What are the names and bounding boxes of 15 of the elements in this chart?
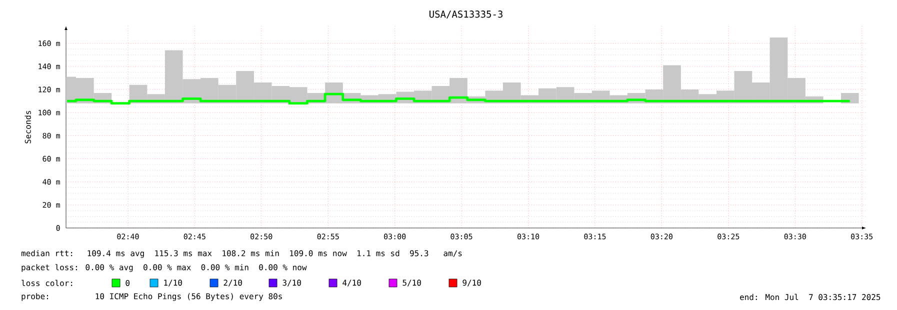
text: 5/10: [402, 280, 421, 286]
text: 9/10: [462, 280, 481, 286]
text: median rtt: 109.4 ms avg 115.3 ms max 108.2 ms min 109.0 ms now 1.1 ms sd 95.3 am/s: [21, 250, 462, 258]
text: 4/10: [342, 280, 361, 286]
text: probe: 10 ICMP Echo Pings (56 Bytes) every 80s: [22, 293, 282, 301]
text: 3/10: [282, 280, 301, 286]
text: end: Mon Jul 7 03:35:17 2025: [740, 294, 880, 300]
y-axis-title: Seconds: [24, 110, 31, 144]
chart-title: USA/AS13335-3: [430, 10, 502, 18]
text: 0: [126, 280, 130, 286]
bar: [840, 92, 859, 104]
text: packet loss: 0.00 % avg 0.00 % max 0.00 % min 0.00 % now: [22, 264, 307, 272]
text: loss color:: [22, 280, 72, 286]
text: 1/10: [164, 280, 182, 286]
text: 2/10: [224, 280, 242, 286]
